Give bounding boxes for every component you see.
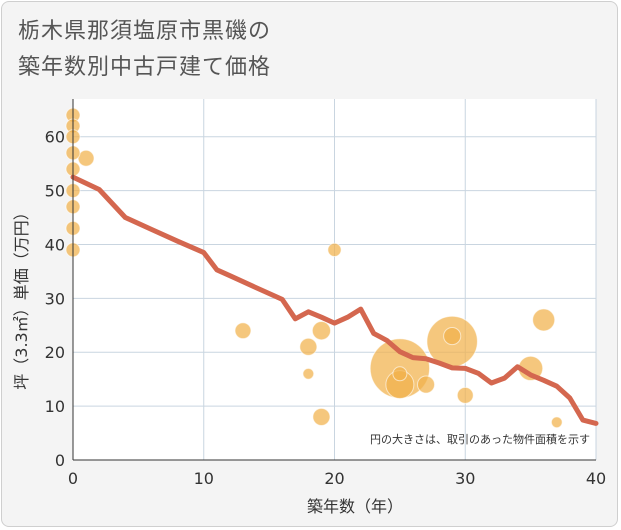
y-tick-label-4: 40 <box>45 235 65 254</box>
grid-lines <box>73 99 597 460</box>
bubble-10 <box>234 322 252 340</box>
chart-title: 栃木県那須塩原市黒磯の 築年数別中古戸建て価格 <box>18 14 271 86</box>
y-tick-label-6: 60 <box>45 128 65 147</box>
y-tick-label-5: 50 <box>45 182 65 201</box>
y-tick-label-1: 10 <box>45 397 65 416</box>
chart-title-line-2: 築年数別中古戸建て価格 <box>18 55 272 80</box>
x-tick-label-4: 40 <box>586 469 606 488</box>
bubble-14 <box>312 407 331 426</box>
bubble-21 <box>443 327 462 346</box>
bubble-25 <box>550 416 563 429</box>
y-tick-label-2: 20 <box>45 343 65 362</box>
x-tick-label-0: 0 <box>68 469 78 488</box>
bubble-15 <box>327 242 342 258</box>
x-axis-label: 築年数（年） <box>307 497 403 516</box>
bubble-11 <box>299 337 318 356</box>
y-axis-label: 坪（3.3㎡）単価（万円） <box>12 204 31 389</box>
bubble-24 <box>532 308 556 332</box>
size-note: 円の大きさは、取引のあった物件面積を示す <box>370 432 590 446</box>
bubble-13 <box>311 321 332 341</box>
bubble-18 <box>392 366 408 382</box>
x-tick-label-2: 20 <box>324 469 344 488</box>
y-tick-label-3: 30 <box>45 289 65 308</box>
bubble-12 <box>302 367 315 380</box>
bubble-19 <box>416 375 436 394</box>
trend-line-group <box>70 174 599 426</box>
bubble-22 <box>456 386 474 404</box>
trend-line <box>70 174 599 426</box>
chart-title-line-1: 栃木県那須塩原市黒磯の <box>18 19 272 44</box>
axes: 0 10 20 30 40 0 10 20 30 40 50 60 <box>45 99 606 488</box>
y-tick-label-0: 0 <box>55 451 65 470</box>
x-tick-label-3: 30 <box>455 469 475 488</box>
x-tick-label-1: 10 <box>194 469 214 488</box>
